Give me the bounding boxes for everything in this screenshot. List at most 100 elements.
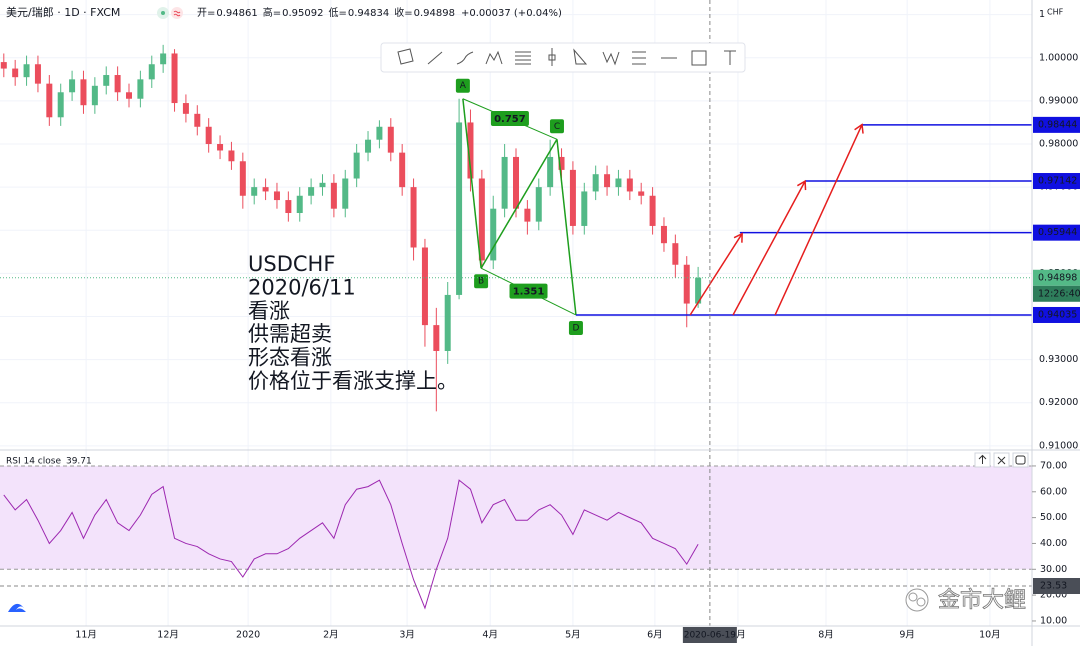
candle-body: [615, 178, 622, 188]
x-tick-label: 10月: [979, 630, 1001, 641]
annotation: USDCHF: [248, 252, 335, 276]
level-label: 0.98444: [1038, 119, 1077, 130]
candle-body: [262, 187, 269, 192]
ratio-label: 1.351: [513, 287, 545, 298]
candle-body: [592, 174, 599, 192]
candle-body: [126, 92, 132, 99]
ohlc-legend: 开= 0.94861 高= 0.95092 低= 0.94834 收= 0.94898 +0.0…: [197, 6, 562, 19]
arrow-icon: [978, 454, 987, 464]
point-label: A: [460, 81, 467, 91]
annotation: 形态看涨: [248, 346, 332, 370]
tool-rectangle[interactable]: [691, 50, 707, 66]
crosshair-date: 2020-06-19: [684, 631, 737, 641]
pattern-line: [480, 138, 558, 269]
arrow-line: [689, 233, 743, 316]
tool-path[interactable]: [456, 51, 474, 65]
tool-trendline[interactable]: [427, 51, 443, 65]
candle-body: [228, 150, 235, 162]
rsi-line: [3, 479, 699, 610]
candle-body: [421, 247, 428, 326]
candle-body: [660, 225, 667, 244]
y-tick-label: 1: [1039, 9, 1045, 20]
y-tick-label: 30.00: [1040, 564, 1067, 575]
y-tick-label: 40.00: [1040, 538, 1067, 549]
crosshair-value-box: [1033, 578, 1080, 595]
candle-body: [558, 156, 565, 170]
y-tick-label: 60.00: [1040, 486, 1067, 497]
candle-body: [524, 208, 531, 222]
candle-body: [695, 277, 702, 304]
ohlc-label: 高=: [263, 6, 281, 19]
point-label: D: [572, 323, 579, 333]
ohlc-value: 0.94898: [414, 8, 455, 19]
candle-body: [12, 68, 19, 78]
symbol: 美元/瑞郎 · 1D · FXCM: [6, 5, 120, 19]
watermark-icon-part: [908, 592, 918, 602]
candle-body: [672, 243, 679, 265]
tool-text[interactable]: [724, 50, 736, 65]
last-price-label: 0.94898: [1038, 272, 1077, 283]
ohlc-value: 0.94861: [216, 8, 257, 19]
crosshair-value: 23.53: [1040, 581, 1067, 592]
candle-body: [342, 178, 349, 209]
candle-body: [353, 152, 360, 179]
y-tick-label: 0.99000: [1039, 95, 1078, 106]
x-tick-label: 5月: [565, 630, 581, 641]
countdown-label: 12:26:40: [1038, 288, 1080, 299]
arrow-line: [774, 124, 863, 316]
candle-body: [182, 103, 189, 114]
axes: 11.000000.990000.980000.970000.960000.95…: [75, 8, 1080, 643]
point-label: C: [554, 122, 560, 132]
tool-fib[interactable]: [515, 51, 531, 65]
tool-triangle[interactable]: [573, 48, 588, 65]
x-tick-label: 2020: [236, 630, 260, 641]
candle-body: [217, 144, 224, 151]
candle-body: [501, 156, 508, 209]
drawing-toolbar: [380, 42, 746, 73]
crosshair-date-box: [682, 627, 737, 643]
pattern-line: [556, 139, 577, 316]
level-box: [1033, 173, 1080, 190]
arrow-head: [796, 179, 807, 191]
point-label: B: [478, 277, 484, 287]
tool-xabcd[interactable]: [602, 51, 620, 66]
candle-body: [114, 75, 121, 93]
candle-body: [308, 187, 315, 196]
rsi-band: [0, 465, 1032, 570]
ohlc-value: +0.00037 (+0.04%): [461, 8, 562, 19]
tool-position[interactable]: [548, 48, 556, 66]
candle-body: [478, 178, 485, 261]
candle-body: [399, 152, 406, 188]
tool-pattern[interactable]: [485, 50, 503, 65]
x-tick-label: 7月: [730, 630, 746, 641]
x-tick-label: 6月: [647, 630, 663, 641]
logo: [8, 603, 26, 612]
ohlc-value: 0.94834: [348, 8, 389, 19]
candle-body: [285, 200, 292, 214]
x-tick-label: 2月: [323, 630, 339, 641]
maximize-button[interactable]: [1012, 452, 1029, 468]
candle-body: [433, 325, 440, 351]
candle-body: [626, 178, 633, 192]
point-box: [549, 119, 564, 134]
close-icon: [997, 456, 1006, 465]
candle-body: [251, 187, 258, 196]
candle-body: [171, 53, 178, 104]
ohlc-value: 0.95092: [282, 8, 323, 19]
level-box: [1033, 116, 1080, 133]
ratio-box: [509, 283, 548, 299]
currency: CHF: [1047, 8, 1064, 17]
y-tick-label: 0.92000: [1039, 397, 1078, 408]
y-tick-label: 1.00000: [1039, 52, 1078, 63]
candle-body: [569, 169, 576, 226]
tool-polygon[interactable]: [397, 48, 414, 65]
x-tick-label: 4月: [482, 630, 498, 641]
candle-body: [80, 79, 87, 106]
tool-lines[interactable]: [632, 51, 646, 65]
candle-body: [194, 113, 201, 127]
last-price-box: [1033, 269, 1080, 286]
candle-body: [319, 182, 326, 188]
ratio-box: [490, 111, 529, 127]
settings-button[interactable]: [171, 7, 183, 19]
